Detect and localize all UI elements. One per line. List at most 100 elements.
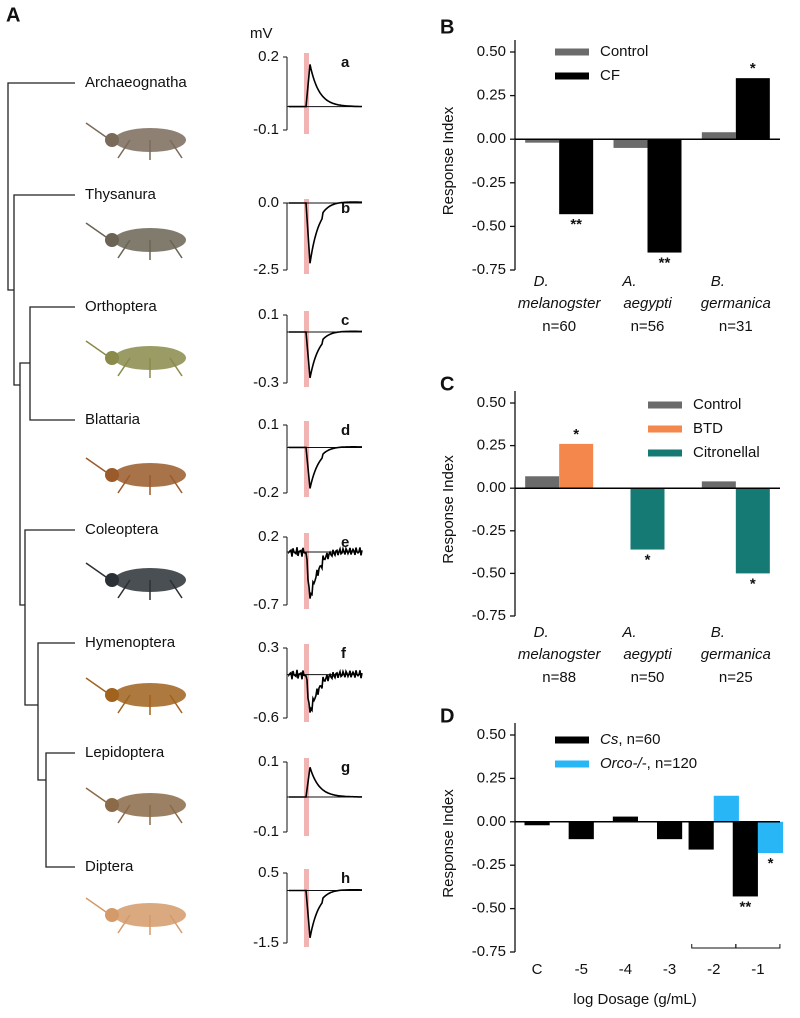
trace-tick-label: -0.7 bbox=[253, 596, 279, 613]
legend-label: Control bbox=[693, 396, 741, 413]
insect-head bbox=[105, 233, 119, 247]
x-tick-label: D. melanogster bbox=[518, 273, 602, 312]
significance-label: * bbox=[573, 426, 579, 443]
significance-label: ** bbox=[570, 216, 582, 233]
taxon-name: Blattaria bbox=[85, 411, 141, 428]
trace-label: g bbox=[341, 759, 350, 776]
bar bbox=[757, 821, 784, 854]
insect-legs bbox=[85, 457, 183, 495]
bar bbox=[612, 816, 639, 822]
insect-head bbox=[105, 351, 119, 365]
y-tick-label: 0.25 bbox=[477, 769, 506, 786]
y-axis-title: Response Index bbox=[440, 106, 457, 215]
taxon-name: Hymenoptera bbox=[85, 634, 176, 651]
trace-tick-label: 0.1 bbox=[258, 306, 279, 323]
bar bbox=[525, 139, 560, 143]
insect-legs bbox=[85, 897, 183, 935]
panel-label: A bbox=[6, 4, 20, 26]
x-tick-label: -3 bbox=[663, 961, 676, 978]
n-label: n=25 bbox=[719, 669, 753, 686]
y-tick-label: -0.25 bbox=[472, 522, 506, 539]
bar bbox=[647, 139, 682, 253]
y-tick-label: 0.00 bbox=[477, 813, 506, 830]
trace-tick-label: 0.2 bbox=[258, 48, 279, 65]
insect-legs bbox=[85, 562, 183, 600]
phylogeny-tree bbox=[7, 82, 75, 868]
significance-label: * bbox=[750, 60, 756, 77]
x-tick-label: A. aegypti bbox=[621, 273, 672, 312]
bar bbox=[713, 795, 739, 822]
significance-label: ** bbox=[739, 898, 751, 915]
taxon-name: Lepidoptera bbox=[85, 744, 165, 761]
n-label: n=56 bbox=[631, 318, 665, 335]
significance-label: * bbox=[750, 575, 756, 592]
trace-tick-label: 0.1 bbox=[258, 416, 279, 433]
legend-label: Citronellal bbox=[693, 444, 760, 461]
taxon-name: Coleoptera bbox=[85, 521, 159, 538]
insect-image bbox=[85, 222, 186, 260]
bar bbox=[630, 488, 665, 550]
stimulus-marker bbox=[304, 533, 309, 609]
insect-head bbox=[105, 908, 119, 922]
y-tick-label: 0.25 bbox=[477, 437, 506, 454]
trace-label: c bbox=[341, 312, 349, 329]
insect-image bbox=[85, 457, 186, 495]
x-tick-label: D. melanogster bbox=[518, 624, 602, 663]
trace-tick-label: -0.3 bbox=[253, 374, 279, 391]
insect-head bbox=[105, 688, 119, 702]
x-tick-label: -2 bbox=[707, 961, 720, 978]
insect-image bbox=[85, 562, 186, 600]
significance-label: ** bbox=[659, 255, 671, 272]
trace bbox=[288, 64, 362, 108]
y-axis-title: Response Index bbox=[440, 789, 457, 898]
y-tick-label: 0.50 bbox=[477, 726, 506, 743]
legend-label: BTD bbox=[693, 420, 723, 437]
y-tick-label: 0.00 bbox=[477, 130, 506, 147]
bar bbox=[701, 132, 736, 140]
stimulus-marker bbox=[304, 311, 309, 387]
bar bbox=[525, 476, 560, 489]
n-label: n=60 bbox=[542, 318, 576, 335]
bar bbox=[613, 139, 648, 148]
panel-label: C bbox=[440, 373, 454, 395]
trace bbox=[288, 546, 363, 599]
trace-tick-label: -0.1 bbox=[253, 823, 279, 840]
insect-head bbox=[105, 133, 119, 147]
trace-tick-label: -2.5 bbox=[253, 261, 279, 278]
insect-image bbox=[85, 677, 186, 715]
bar bbox=[568, 821, 594, 840]
y-tick-label: -0.50 bbox=[472, 900, 506, 917]
taxon-name: Thysanura bbox=[85, 186, 157, 203]
legend-label: CF bbox=[600, 67, 620, 84]
significance-label: * bbox=[768, 855, 774, 872]
n-label: n=50 bbox=[631, 669, 665, 686]
taxon-name: Diptera bbox=[85, 858, 134, 875]
insect-image bbox=[85, 787, 186, 825]
x-tick-label: -1 bbox=[751, 961, 764, 978]
insect-head bbox=[105, 798, 119, 812]
insect-head bbox=[105, 573, 119, 587]
bar bbox=[656, 821, 683, 840]
y-axis-title: Response Index bbox=[440, 455, 457, 564]
legend-label: Orco-/-, n=120 bbox=[600, 755, 697, 772]
insect-legs bbox=[85, 122, 183, 160]
x-tick-label: -4 bbox=[619, 961, 632, 978]
bar bbox=[701, 481, 736, 489]
x-axis-title: log Dosage (g/mL) bbox=[573, 991, 696, 1008]
y-tick-label: -0.50 bbox=[472, 564, 506, 581]
y-tick-label: 0.50 bbox=[477, 43, 506, 60]
trace-label: a bbox=[341, 54, 350, 71]
trace bbox=[289, 330, 362, 379]
y-tick-label: -0.75 bbox=[472, 607, 506, 624]
trace-label: d bbox=[341, 422, 350, 439]
bar bbox=[735, 488, 770, 574]
insect-image bbox=[85, 897, 186, 935]
y-tick-label: 0.50 bbox=[477, 394, 506, 411]
stimulus-marker bbox=[304, 199, 309, 274]
insect-legs bbox=[85, 340, 183, 378]
trace-tick-label: -0.2 bbox=[253, 484, 279, 501]
x-tick-label: A. aegypti bbox=[621, 624, 672, 663]
legend-label: Cs, n=60 bbox=[600, 731, 660, 748]
trace-label: f bbox=[341, 645, 347, 662]
